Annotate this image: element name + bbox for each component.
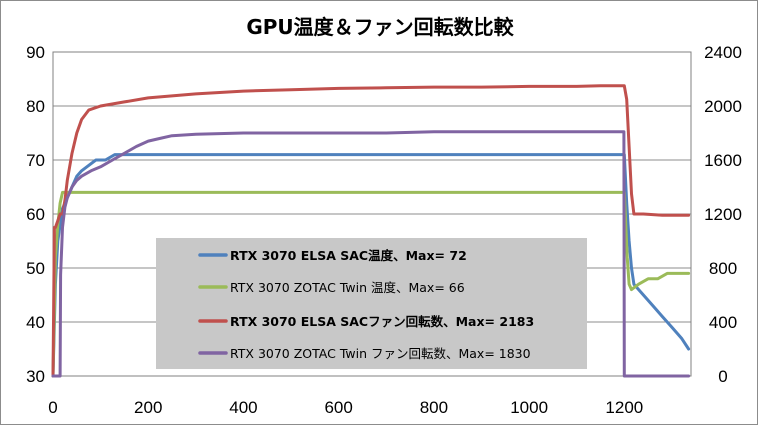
legend: RTX 3070 ELSA SAC温度、Max= 72 RTX 3070 ZOTA… [156,238,587,369]
plot-area [52,51,692,377]
y-right-tick-label: 1200 [704,205,742,224]
y-left-tick-label: 60 [26,205,45,224]
y-left-tick-label: 70 [26,151,45,170]
y-right-tick-label: 1600 [704,151,742,170]
x-tick-label: 1200 [605,398,643,417]
y-right-tick-label: 2400 [704,43,742,62]
legend-box [156,238,587,369]
axis-labels: 30 40 50 60 70 80 90 0 400 800 1200 1600 2000 2400 0 20… [26,43,742,417]
series-line-3 [51,130,691,378]
y-left-tick-label: 40 [26,313,45,332]
legend-label-2: RTX 3070 ELSA SACファン回転数、Max= 2183 [230,314,534,329]
legend-label-1: RTX 3070 ZOTAC Twin 温度、Max= 66 [230,280,465,295]
x-tick-label: 800 [420,398,448,417]
legend-label-3: RTX 3070 ZOTAC Twin ファン回転数、Max= 1830 [230,346,531,361]
x-tick-label: 400 [229,398,257,417]
x-tick-label: 600 [324,398,352,417]
y-left-tick-label: 90 [26,43,45,62]
y-right-tick-label: 2000 [704,97,742,116]
x-tick-label: 0 [48,398,57,417]
y-left-tick-label: 50 [26,259,45,278]
x-tick-label: 200 [134,398,162,417]
legend-label-0: RTX 3070 ELSA SAC温度、Max= 72 [230,248,467,263]
series-layer [51,84,691,378]
y-left-tick-label: 80 [26,97,45,116]
x-tick-label: 1000 [510,398,548,417]
chart-title: GPU温度＆ファン回転数比較 [246,15,514,39]
y-left-tick-label: 30 [26,367,45,386]
y-right-tick-label: 800 [709,259,737,278]
y-right-tick-label: 400 [709,313,737,332]
y-right-tick-label: 0 [718,367,727,386]
